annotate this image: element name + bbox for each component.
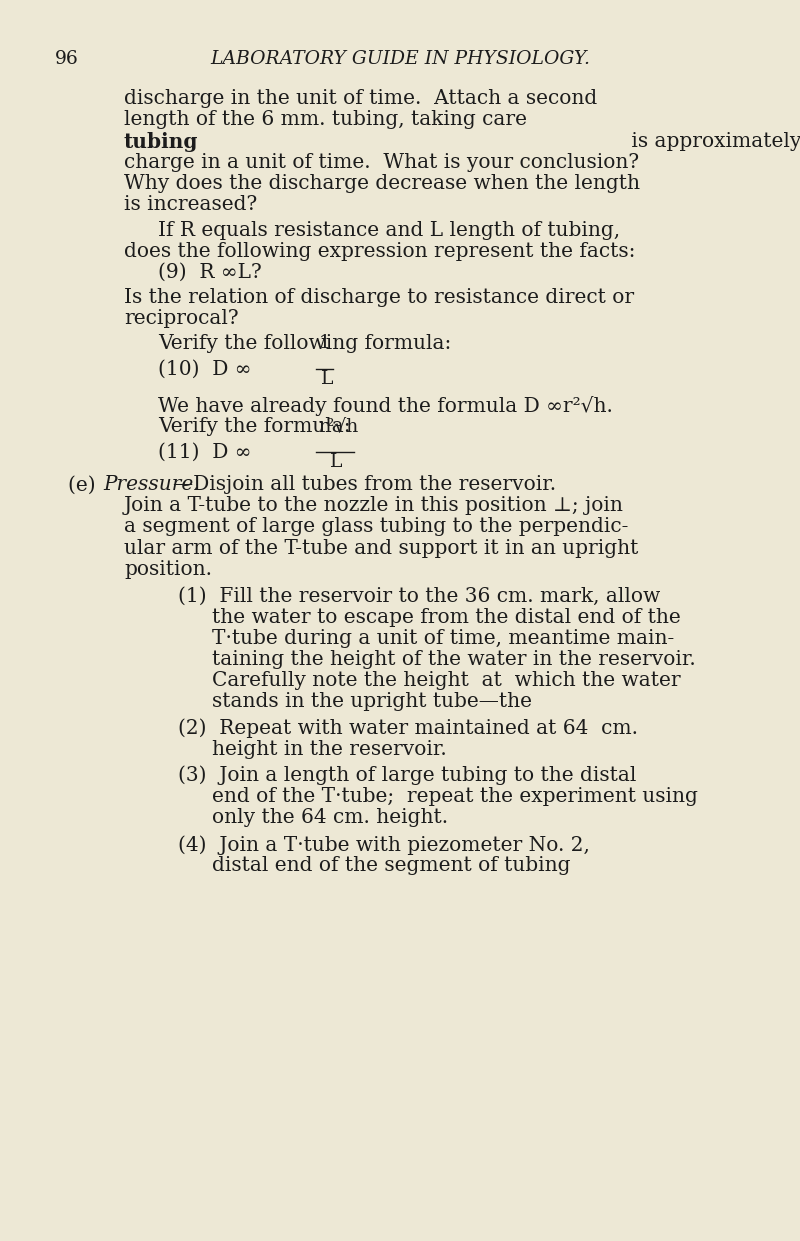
Text: length of the 6 mm. tubing, taking care: length of the 6 mm. tubing, taking care (124, 110, 534, 129)
Text: is approximately horizontal.  Note the dis-: is approximately horizontal. Note the di… (625, 132, 800, 150)
Text: Pressure.: Pressure. (103, 475, 200, 494)
Text: Verify the following formula:: Verify the following formula: (158, 334, 452, 352)
Text: tubing: tubing (124, 132, 198, 151)
Text: Join a T-tube to the nozzle in this position ⊥; join: Join a T-tube to the nozzle in this posi… (124, 496, 624, 515)
Text: (9)  R ∞L?: (9) R ∞L? (158, 263, 262, 282)
Text: position.: position. (124, 560, 212, 578)
Text: (11)  D ∞: (11) D ∞ (158, 443, 252, 462)
Text: distal end of the segment of tubing: distal end of the segment of tubing (212, 856, 577, 875)
Text: only the 64 cm. height.: only the 64 cm. height. (212, 808, 448, 827)
Text: (e): (e) (68, 475, 102, 494)
Text: 96: 96 (54, 50, 78, 68)
Text: charge in a unit of time.  What is your conclusion?: charge in a unit of time. What is your c… (124, 153, 639, 171)
Text: end of the T·tube;  repeat the experiment using: end of the T·tube; repeat the experiment… (212, 787, 698, 805)
Text: stands in the upright tube—the: stands in the upright tube—the (212, 692, 538, 711)
Text: T·tube during a unit of time, meantime main-: T·tube during a unit of time, meantime m… (212, 629, 674, 648)
Text: (3)  Join a length of large tubing to the distal: (3) Join a length of large tubing to the… (178, 766, 636, 786)
Text: a segment of large glass tubing to the perpendic-: a segment of large glass tubing to the p… (124, 517, 628, 536)
Text: (4)  Join a T·tube with piezometer No. 2,: (4) Join a T·tube with piezometer No. 2, (178, 835, 596, 855)
Text: the water to escape from the distal end of the: the water to escape from the distal end … (212, 608, 681, 627)
Text: Verify the formula:: Verify the formula: (158, 417, 351, 436)
Text: (1)  Fill the reservoir to the 36 cm. mark, allow: (1) Fill the reservoir to the 36 cm. mar… (178, 587, 660, 606)
Text: (10)  D ∞: (10) D ∞ (158, 360, 252, 379)
Text: taining the height of the water in the reservoir.: taining the height of the water in the r… (212, 650, 696, 669)
Text: Is the relation of discharge to resistance direct or: Is the relation of discharge to resistan… (124, 288, 634, 307)
Text: (2)  Repeat with water maintained at 64  cm.: (2) Repeat with water maintained at 64 c… (178, 719, 638, 738)
Text: reciprocal?: reciprocal? (124, 309, 238, 328)
Text: discharge in the unit of time.  Attach a second: discharge in the unit of time. Attach a … (124, 89, 598, 108)
Text: ular arm of the T-tube and support it in an upright: ular arm of the T-tube and support it in… (124, 539, 638, 557)
Text: —Disjoin all tubes from the reservoir.: —Disjoin all tubes from the reservoir. (173, 475, 556, 494)
Text: 1: 1 (318, 334, 330, 352)
Text: L: L (330, 453, 343, 472)
Text: is increased?: is increased? (124, 195, 258, 213)
Text: does the following expression represent the facts:: does the following expression represent … (124, 242, 635, 261)
Text: L: L (321, 370, 334, 388)
Text: LABORATORY GUIDE IN PHYSIOLOGY.: LABORATORY GUIDE IN PHYSIOLOGY. (210, 50, 590, 68)
Text: Carefully note the height  at  which the water: Carefully note the height at which the w… (212, 671, 681, 690)
Text: We have already found the formula D ∞r²√h.: We have already found the formula D ∞r²√… (158, 396, 614, 416)
Text: height in the reservoir.: height in the reservoir. (212, 740, 446, 758)
Text: Why does the discharge decrease when the length: Why does the discharge decrease when the… (124, 174, 640, 192)
Text: If R equals resistance and L length of tubing,: If R equals resistance and L length of t… (158, 221, 621, 240)
Text: r²√h: r²√h (318, 417, 358, 436)
